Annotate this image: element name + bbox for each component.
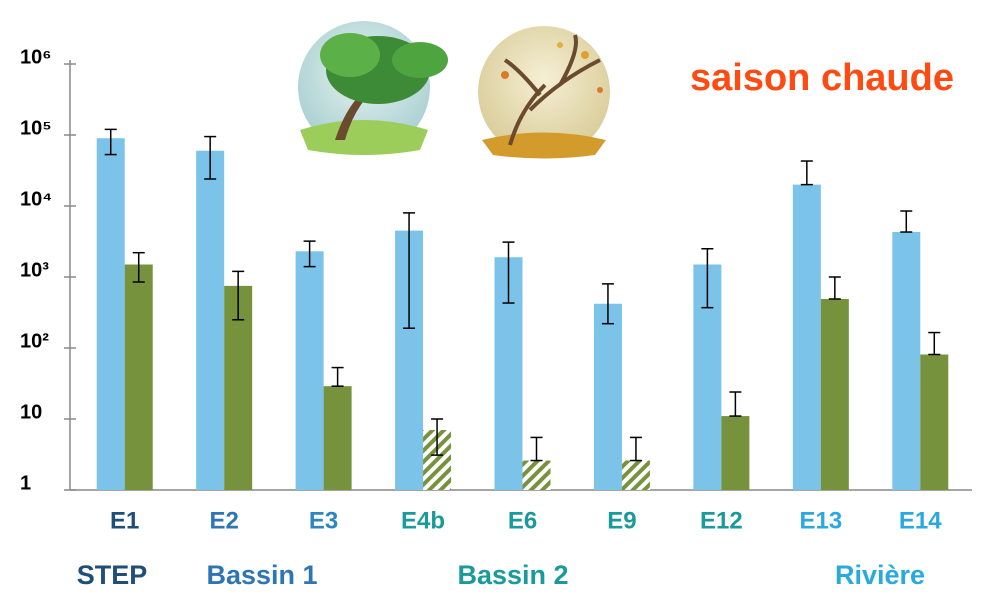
x-tick-label: E14 xyxy=(899,507,942,534)
y-tick-label: 10⁴ xyxy=(20,188,52,210)
bar xyxy=(721,416,750,490)
bar xyxy=(920,354,949,490)
y-tick-label: 10⁵ xyxy=(20,117,52,139)
x-tick-label: E4b xyxy=(401,507,445,534)
x-tick-label: E3 xyxy=(309,507,338,534)
bar xyxy=(892,232,921,490)
x-tick-label: E9 xyxy=(607,507,636,534)
x-tick-label: E6 xyxy=(508,507,537,534)
x-tick-label: E2 xyxy=(209,507,238,534)
autumn-illustration xyxy=(478,26,610,159)
x-tick-label: E1 xyxy=(110,507,139,534)
bar xyxy=(593,303,622,490)
group-label: Rivière xyxy=(835,560,925,590)
y-tick-label: 10 xyxy=(20,401,42,423)
bar xyxy=(792,184,821,490)
y-tick-label: 10⁶ xyxy=(20,46,51,68)
group-label: Bassin 1 xyxy=(206,560,317,590)
bar xyxy=(196,150,225,490)
bar xyxy=(295,251,324,490)
bar xyxy=(621,460,650,490)
group-label: STEP xyxy=(77,560,148,590)
x-tick-label: E13 xyxy=(799,507,842,534)
y-tick-label: 10³ xyxy=(20,259,49,281)
bar xyxy=(124,264,153,490)
summer-illustration xyxy=(298,21,448,155)
y-tick-label: 10² xyxy=(20,330,49,352)
chart-title: saison chaude xyxy=(690,57,954,99)
bar xyxy=(323,386,352,490)
bar xyxy=(820,298,849,490)
group-label: Bassin 2 xyxy=(457,560,568,590)
bar xyxy=(96,138,125,490)
bar xyxy=(522,460,551,490)
y-tick-label: 1 xyxy=(20,472,31,494)
x-tick-label: E12 xyxy=(700,507,743,534)
